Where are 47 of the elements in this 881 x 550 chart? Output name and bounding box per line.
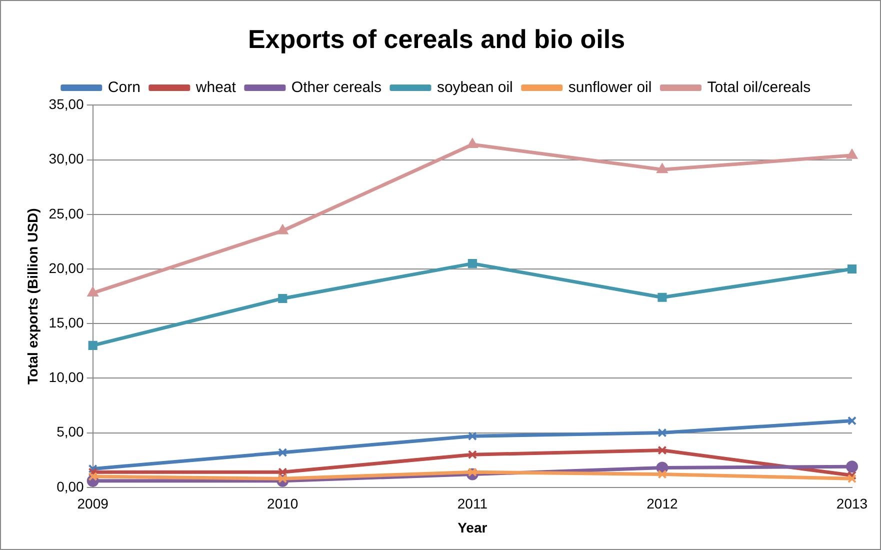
point xyxy=(278,294,288,304)
x-tick-label: 2011 xyxy=(457,496,488,512)
legend-label: sunflower oil xyxy=(568,78,652,96)
point xyxy=(467,138,478,148)
y-tick-label: 35,00 xyxy=(48,96,84,112)
point xyxy=(658,446,667,455)
point xyxy=(847,474,857,484)
point xyxy=(88,472,98,482)
point xyxy=(658,428,667,438)
point xyxy=(656,164,668,174)
y-tick-label: 25,00 xyxy=(48,205,84,222)
point xyxy=(847,264,857,274)
x-tick-label: 2010 xyxy=(267,496,298,512)
legend-label: soybean oil xyxy=(436,78,513,96)
x-tick-label: 2012 xyxy=(646,496,678,512)
x-tick-label: 2013 xyxy=(836,496,868,512)
y-axis-title: Total exports (Billion USD) xyxy=(24,208,40,384)
point xyxy=(847,416,857,426)
point xyxy=(88,464,98,474)
legend-label: wheat xyxy=(194,78,237,96)
y-tick-label: 30,00 xyxy=(48,150,84,167)
legend-label: Other cereals xyxy=(291,78,382,96)
chart-title: Exports of cereals and bio oils xyxy=(248,24,626,54)
point xyxy=(278,474,288,484)
x-tick-label: 2009 xyxy=(77,496,109,512)
point xyxy=(468,432,477,441)
point xyxy=(846,460,858,473)
point xyxy=(468,450,477,460)
point xyxy=(88,287,98,297)
point xyxy=(468,259,477,268)
point xyxy=(468,468,477,477)
point xyxy=(277,224,288,234)
point xyxy=(658,292,667,302)
point xyxy=(278,448,288,457)
y-tick-label: 15,00 xyxy=(48,314,84,330)
point xyxy=(88,340,98,350)
y-tick-label: 10,00 xyxy=(48,369,84,386)
y-tick-label: 0,00 xyxy=(56,478,84,494)
legend-label: Total oil/cereals xyxy=(707,78,811,96)
y-tick-label: 20,00 xyxy=(48,260,84,276)
point xyxy=(658,470,667,479)
point xyxy=(88,468,98,477)
y-tick-label: 5,00 xyxy=(56,424,84,440)
point xyxy=(846,149,858,159)
x-axis-title: Year xyxy=(458,519,488,536)
point xyxy=(847,470,857,480)
legend-label: Corn xyxy=(108,78,140,96)
